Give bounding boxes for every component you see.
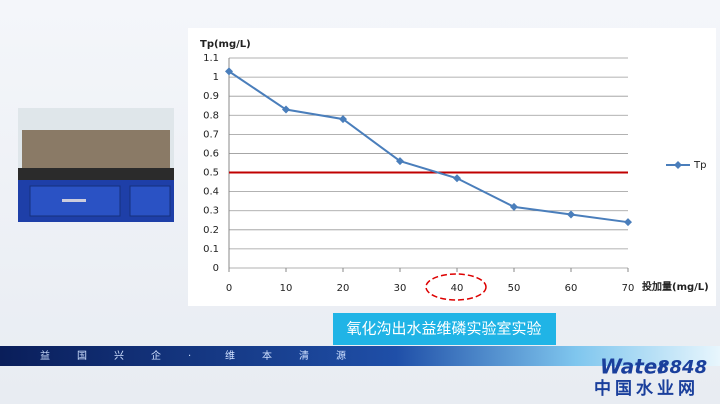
y-tick-label: 0.5 xyxy=(203,168,219,179)
y-tick-label: 0.8 xyxy=(203,110,219,121)
data-point xyxy=(225,67,233,76)
data-point xyxy=(624,218,632,227)
x-tick-label: 10 xyxy=(280,283,293,294)
data-point xyxy=(567,210,575,219)
y-tick-label: 0 xyxy=(213,263,219,274)
data-point xyxy=(453,174,461,183)
logo-word: Water xyxy=(600,355,668,379)
banner-char: 源 xyxy=(336,349,346,362)
caption-box xyxy=(333,313,556,345)
logo-site: 中国水业网 xyxy=(594,378,699,399)
y-tick-label: 0.2 xyxy=(203,225,219,236)
x-axis-label: 投加量(mg/L) xyxy=(642,280,709,293)
data-point xyxy=(510,202,518,211)
y-tick-label: 0.3 xyxy=(203,206,219,217)
data-point xyxy=(339,115,347,124)
banner-char: 国 xyxy=(77,350,87,362)
y-tick-label: 1.1 xyxy=(203,53,219,64)
logo-number: 8848 xyxy=(657,357,707,378)
banner-char: 益 xyxy=(40,349,50,362)
x-tick-label: 0 xyxy=(226,283,232,294)
banner-char: 维 xyxy=(225,349,235,362)
banner-char: 本 xyxy=(262,349,272,362)
x-tick-label: 40 xyxy=(451,283,464,294)
legend-marker xyxy=(674,161,682,169)
highlight-ellipse xyxy=(425,273,487,301)
x-tick-label: 60 xyxy=(565,283,578,294)
banner xyxy=(0,346,720,366)
banner-char: 企 xyxy=(151,349,161,362)
banner-char: 清 xyxy=(299,349,309,362)
x-tick-label: 70 xyxy=(622,283,635,294)
x-tick-label: 20 xyxy=(337,283,350,294)
banner-char: · xyxy=(188,351,191,362)
caption: 氧化沟出水益维磷实验室实验 xyxy=(346,320,541,338)
y-tick-label: 1 xyxy=(213,72,219,83)
x-tick-label: 30 xyxy=(394,283,407,294)
x-tick-label: 50 xyxy=(508,283,521,294)
legend-label: Tp xyxy=(693,160,706,171)
series-line xyxy=(228,70,629,224)
data-point xyxy=(282,105,290,114)
chart-area xyxy=(188,28,716,306)
data-point xyxy=(396,157,404,166)
lab-photo xyxy=(18,108,174,222)
y-tick-label: 0.1 xyxy=(203,244,219,255)
y-tick-label: 0.9 xyxy=(203,91,219,102)
y-tick-label: 0.7 xyxy=(203,129,219,140)
y-axis-label: Tp(mg/L) xyxy=(200,39,251,50)
y-tick-label: 0.6 xyxy=(203,148,219,159)
y-tick-label: 0.4 xyxy=(203,187,219,198)
banner-char: 兴 xyxy=(114,350,124,362)
